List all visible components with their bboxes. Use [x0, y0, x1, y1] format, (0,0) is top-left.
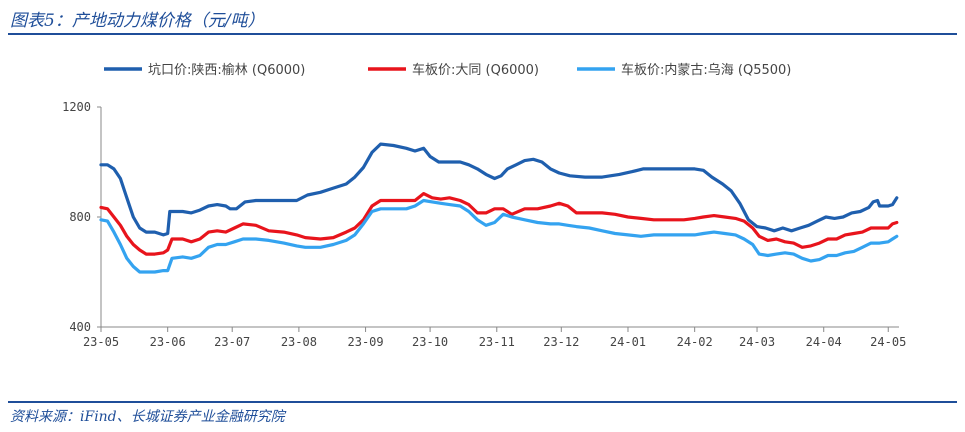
series-line-2 — [99, 192, 899, 256]
source-divider — [8, 401, 957, 403]
chart-legend: 坑口价:陕西:榆林 (Q6000) 车板价:大同 (Q6000) 车板价:内蒙古:乌… — [104, 62, 791, 78]
source-note: 资料来源：iFind、长城证券产业金融研究院 — [10, 409, 285, 425]
chart-title: 图表5：产地动力煤价格（元/吨） — [10, 11, 265, 31]
x-tick-label: 23-06 — [150, 335, 186, 349]
x-tick-label: 24-05 — [870, 335, 906, 349]
series-line-3 — [99, 198, 899, 274]
legend-label-3: 车板价:内蒙古:乌海 (Q5500) — [621, 62, 791, 78]
x-tick-label: 23-11 — [479, 335, 515, 349]
y-tick-label: 800 — [69, 210, 91, 224]
x-tick-label: 23-08 — [281, 335, 317, 349]
legend-label-1: 坑口价:陕西:榆林 (Q6000) — [148, 63, 305, 78]
x-tick-label: 24-02 — [677, 335, 713, 349]
series-line-1 — [99, 142, 899, 237]
x-tick-label: 23-09 — [348, 335, 384, 349]
title-divider — [8, 33, 957, 35]
x-tick-label: 23-05 — [83, 335, 119, 349]
chart-series — [99, 142, 899, 274]
x-tick-label: 24-01 — [610, 335, 646, 349]
x-tick-label: 24-03 — [739, 335, 775, 349]
y-tick-label: 400 — [69, 320, 91, 334]
x-tick-label: 23-12 — [543, 335, 579, 349]
x-tick-label: 23-07 — [214, 335, 250, 349]
x-tick-label: 24-04 — [806, 335, 842, 349]
chart-axes: 400 800 1200 23-05 23-06 23-07 23-08 23-09 23-10… — [62, 100, 906, 349]
x-tick-label: 23-10 — [412, 335, 448, 349]
y-tick-label: 1200 — [62, 100, 91, 114]
legend-label-2: 车板价:大同 (Q6000) — [412, 62, 539, 78]
